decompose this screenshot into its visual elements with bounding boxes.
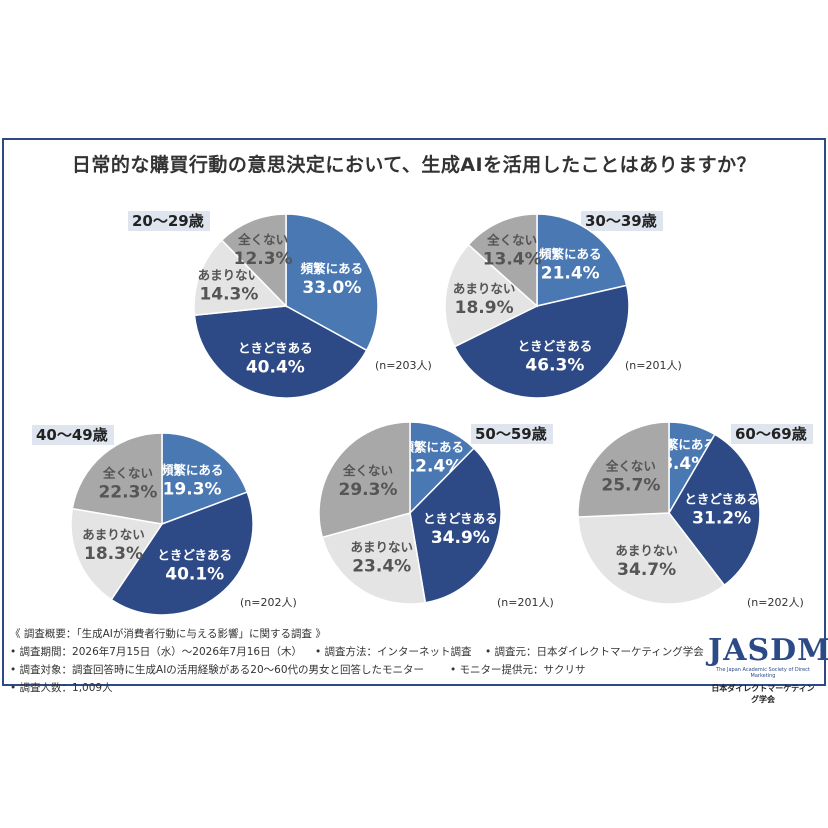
sample-size-label: (n=201人) [497,596,554,609]
slice-value-label: 33.0% [302,278,361,298]
pie-slice-never [467,213,538,308]
logo-japanese: 日本ダイレクトマーケティング学会 [711,684,815,704]
pie-slice-frequent [536,213,628,307]
slice-category-label: あまりない [198,267,261,282]
note-target: • 調査対象：調査回答時に生成AIの活用経験がある20〜60代の男女と回答したモ… [10,664,425,676]
pie-slice-frequent [409,421,476,515]
slice-value-label: 22.3% [98,483,157,503]
note-period: • 調査期間：2026年7月15日（水）〜2026年7月16日（木） [10,646,303,658]
pie-slice-rarely [193,239,288,317]
slice-value-label: 46.3% [525,355,584,375]
pie-slice-rarely [321,512,427,605]
note-overview: 《 調査概要：「生成AIが消費者行動に与える影響」に関する調査 》 [10,628,326,640]
pie-chart-5: 60〜69歳頻繁にある8.4%ときどきある31.2%あまりない34.7%全くない… [577,421,813,609]
note-provider: • モニター提供元：サクリサ [450,664,586,676]
slice-value-label: 13.4% [483,250,542,270]
age-label-bg [128,211,210,231]
slice-value-label: 23.4% [352,557,411,577]
sample-size-label: (n=203人) [375,359,432,372]
slice-value-label: 18.9% [455,298,514,318]
age-label-bg [581,211,663,231]
slice-category-label: 全くない [605,459,656,474]
slice-value-label: 18.3% [84,544,143,564]
sample-size-label: (n=202人) [747,596,804,609]
age-group-label: 60〜69歳 [735,425,807,443]
age-group-label: 20〜29歳 [132,212,204,230]
note-count: • 調査人数：1,009人 [10,682,113,694]
slice-value-label: 14.3% [199,284,258,304]
pie-slice-frequent [161,432,249,526]
chart-title: 日常的な購買行動の意思決定において、生成AIを活用したことはありますか？ [71,154,757,176]
pie-slice-frequent [285,213,379,352]
slice-value-label: 12.3% [234,249,293,269]
slice-category-label: 全くない [486,233,537,248]
slice-value-label: 34.9% [431,528,490,548]
slice-value-label: 25.7% [601,476,660,496]
slice-category-label: ときどきある [157,547,232,562]
pie-slice-sometimes [110,491,254,616]
slice-category-label: 頻繁にある [539,246,602,261]
slice-value-label: 34.7% [617,560,676,580]
jasdm-logo: JASDM The Japan Academic Society of Dire… [708,633,828,705]
note-method: • 調査方法：インターネット調査 [315,646,472,658]
slice-category-label: ときどきある [518,338,593,353]
slice-category-label: 頻繁にある [161,463,224,478]
slice-category-label: あまりない [615,543,678,558]
slice-value-label: 21.4% [541,263,600,283]
pie-slice-sometimes [668,433,761,587]
sample-size-label: (n=202人) [240,596,297,609]
pie-slice-never [220,213,287,308]
slice-value-label: 29.3% [339,480,398,500]
slice-value-label: 12.4% [403,456,462,476]
slice-value-label: 31.2% [692,509,751,529]
slice-category-label: 全くない [342,463,393,478]
pie-slice-rarely [577,512,726,605]
slice-category-label: 頻繁にある [402,439,465,454]
slice-category-label: ときどきある [238,340,313,355]
slice-category-label: ときどきある [684,492,759,507]
slice-value-label: 19.3% [163,480,222,500]
slice-category-label: 頻繁にある [301,261,364,276]
pie-slice-never [318,421,411,539]
pie-slice-rarely [70,507,164,601]
age-group-label: 40〜49歳 [36,426,108,444]
logo-mark: JASDM [708,633,828,668]
pie-slice-never [577,421,670,518]
slice-category-label: 全くない [237,232,288,247]
slice-category-label: あまりない [350,540,413,555]
pie-slice-never [71,432,163,525]
age-label-bg [32,425,114,445]
logo-english: The Japan Academic Society of Direct Mar… [716,667,810,679]
slice-value-label: 40.4% [246,357,305,377]
age-label-bg [471,424,553,444]
pie-slice-rarely [444,243,539,348]
pie-slice-sometimes [193,305,368,399]
age-group-label: 50〜59歳 [475,425,547,443]
slice-value-label: 40.1% [165,564,224,584]
slice-category-label: あまりない [82,527,145,542]
slice-category-label: 全くない [102,466,153,481]
pie-slice-sometimes [453,284,630,399]
sample-size-label: (n=201人) [625,359,682,372]
slice-category-label: ときどきある [423,511,498,526]
age-label-bg [731,424,813,444]
note-source: • 調査元：日本ダイレクトマーケティング学会 [485,646,704,658]
pie-slice-sometimes [409,447,502,604]
age-group-label: 30〜39歳 [585,212,657,230]
slice-category-label: あまりない [453,281,516,296]
